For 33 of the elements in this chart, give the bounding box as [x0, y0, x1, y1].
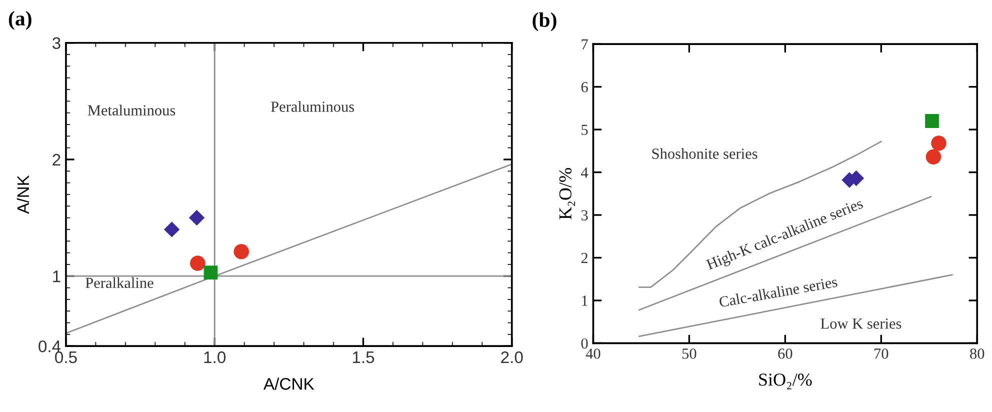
x-tick-label: 2.0 — [501, 351, 523, 364]
y-axis-title: K₂O/% — [559, 168, 575, 220]
y-tick-label: 1 — [582, 296, 588, 306]
y-tick-label: 3 — [52, 37, 60, 50]
x-tick-label: 50 — [682, 348, 696, 359]
y-tick-label: 3 — [581, 210, 588, 220]
x-tick-label: 70 — [874, 348, 888, 359]
y-tick-label: 0.4 — [38, 340, 61, 352]
x-tick-label: 40 — [586, 348, 600, 359]
chart-title: (a) — [8, 10, 32, 30]
annotation: Shoshonite series — [652, 148, 758, 159]
x-tick-label: 60 — [778, 348, 792, 359]
x-tick-label: 0.5 — [55, 351, 77, 364]
annotation: Peralkaline — [86, 277, 154, 288]
y-axis-title: A/NK — [16, 175, 30, 214]
y-tick-label: 2 — [581, 252, 588, 264]
annotation: Metaluminous — [88, 104, 176, 116]
x-tick-label: 1.5 — [352, 352, 374, 364]
y-tick-label: 6 — [581, 82, 588, 92]
chart-title: (b) — [532, 12, 556, 32]
annotation: Peraluminous — [270, 101, 354, 112]
x-axis-title: A/CNK — [263, 378, 314, 390]
annotation: Low K series — [820, 318, 902, 329]
y-tick-label: 4 — [581, 168, 588, 178]
y-tick-label: 0 — [581, 338, 588, 349]
y-tick-label: 1 — [53, 270, 60, 282]
annotation: Calc-alkaline series — [718, 276, 838, 308]
x-tick-label: 80 — [970, 348, 984, 359]
x-tick-label: 1.0 — [204, 351, 226, 364]
x-axis-title: SiO₂/% — [759, 374, 812, 390]
y-tick-label: 7 — [582, 39, 588, 50]
y-tick-label: 2 — [52, 154, 60, 166]
y-tick-label: 5 — [582, 124, 588, 135]
